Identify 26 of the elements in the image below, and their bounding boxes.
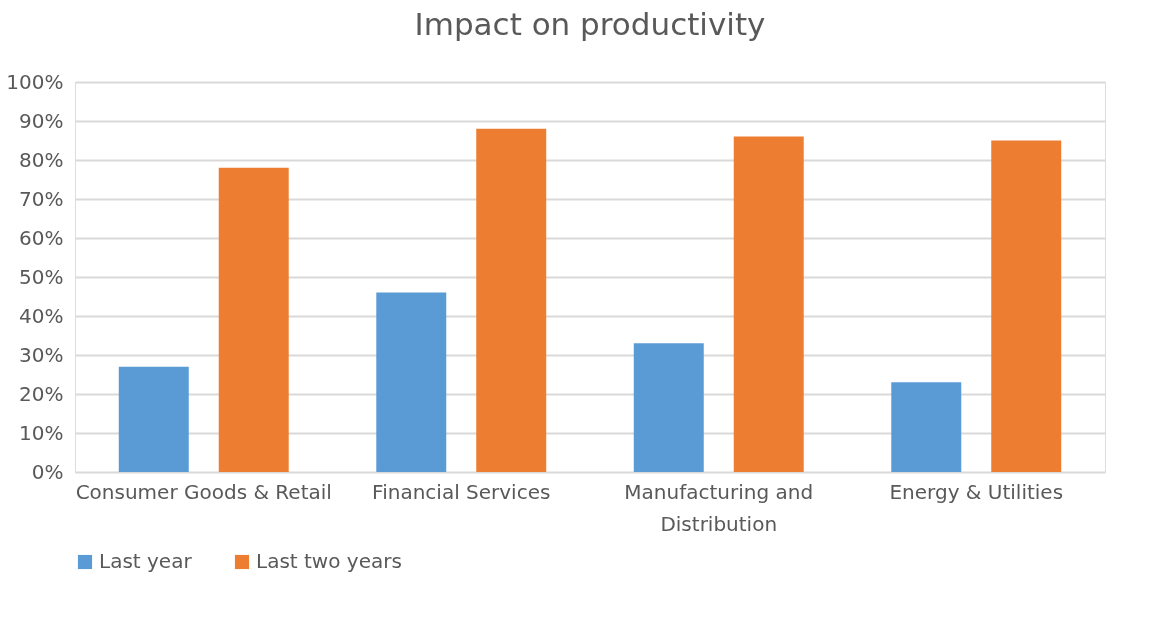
y-tick-label: 60% bbox=[19, 225, 64, 250]
y-tick-label: 100% bbox=[6, 69, 64, 94]
y-tick-label: 90% bbox=[19, 108, 64, 133]
bar bbox=[991, 140, 1062, 472]
y-tick-label: 80% bbox=[19, 147, 64, 172]
x-tick-label: Consumer Goods & Retail bbox=[75, 479, 332, 504]
bar bbox=[476, 128, 547, 472]
bar bbox=[633, 343, 704, 472]
bar bbox=[891, 382, 962, 472]
x-tick-label: Manufacturing and Distribution bbox=[624, 479, 814, 536]
y-tick-label: 30% bbox=[19, 342, 64, 367]
chart-title: Impact on productivity bbox=[414, 6, 766, 42]
y-tick-label: 0% bbox=[31, 459, 64, 484]
y-tick-label: 70% bbox=[19, 186, 64, 211]
y-tick-label: 10% bbox=[19, 420, 64, 445]
bar bbox=[218, 167, 289, 472]
bar bbox=[376, 292, 447, 472]
x-tick-label: Financial Services bbox=[372, 479, 551, 504]
legend-label: Last year bbox=[99, 549, 193, 573]
y-tick-label: 40% bbox=[19, 303, 64, 328]
bar bbox=[733, 136, 804, 472]
bar bbox=[118, 366, 189, 472]
legend-label: Last two years bbox=[256, 549, 402, 573]
y-tick-label: 20% bbox=[19, 381, 64, 406]
x-tick-label: Energy & Utilities bbox=[889, 479, 1064, 504]
y-tick-label: 50% bbox=[19, 264, 64, 289]
